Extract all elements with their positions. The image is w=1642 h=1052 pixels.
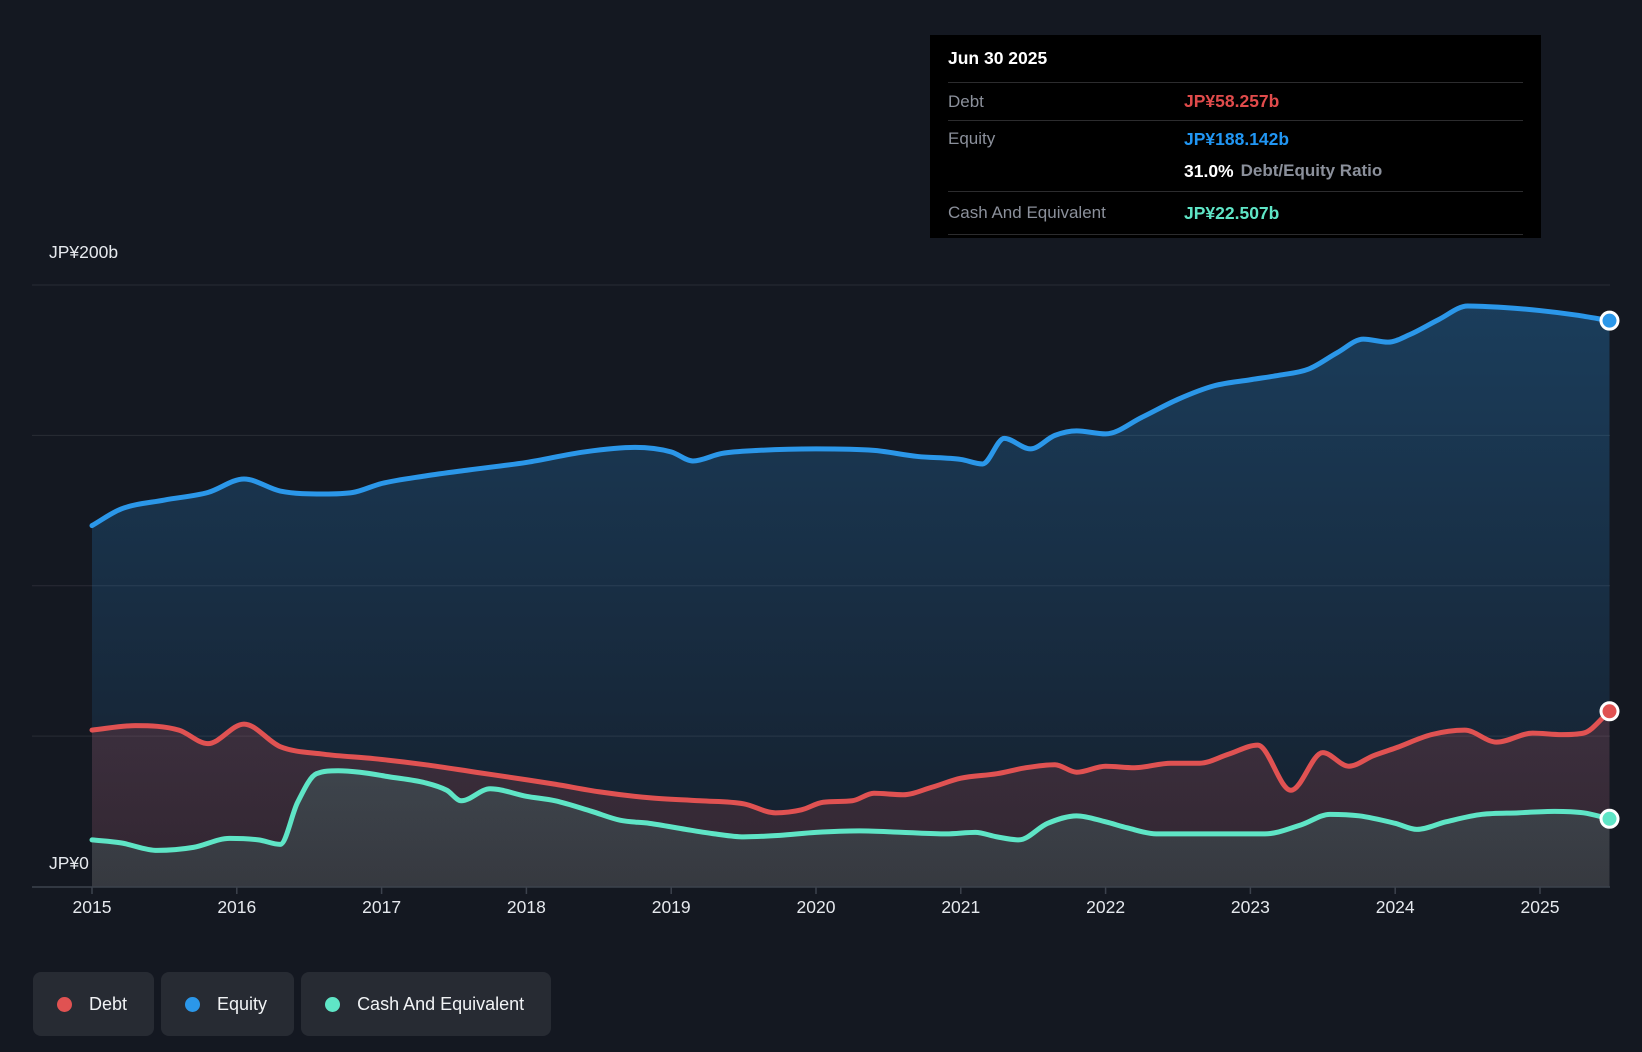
ratio-percent: 31.0% (1184, 160, 1234, 181)
equity-line (89, 303, 1612, 529)
y-axis-label-200b: JP¥200b (49, 242, 118, 262)
y-axis-label-0: JP¥0 (49, 853, 89, 873)
tooltip-date: Jun 30 2025 (948, 48, 1048, 68)
equity-area (92, 306, 1610, 887)
cash-legend-dot-icon (325, 996, 341, 1012)
x-axis-label-2025: 2025 (1521, 897, 1560, 917)
x-axis-label-2024: 2024 (1376, 897, 1415, 917)
debt-legend-dot-icon (57, 996, 72, 1012)
x-axis-label-2022: 2022 (1086, 897, 1125, 917)
tooltip-debt-row: Debt JP¥58.257b (948, 82, 1523, 120)
tooltip-debt-label: Debt (948, 91, 984, 111)
tooltip-debt-value: JP¥58.257b (1184, 91, 1280, 111)
legend-item-equity[interactable]: Equity (161, 972, 295, 1036)
tooltip-equity-row: Equity JP¥188.142b (948, 121, 1523, 157)
tooltip-debt-equity-ratio: 31.0% Debt/Equity Ratio (1184, 157, 1523, 185)
ratio-label: Debt/Equity Ratio (1240, 161, 1383, 180)
x-axis-label-2018: 2018 (507, 897, 546, 917)
x-axis-label-2015: 2015 (73, 897, 112, 917)
x-axis-label-2019: 2019 (652, 897, 691, 917)
legend-item-debt[interactable]: Debt (33, 972, 155, 1036)
tooltip-cash-label: Cash And Equivalent (948, 203, 1106, 222)
equity-legend-dot-icon (185, 996, 201, 1012)
x-axis-label-2023: 2023 (1231, 897, 1270, 917)
legend-item-cash[interactable]: Cash And Equivalent (301, 972, 552, 1036)
tooltip-equity-value: JP¥188.142b (1184, 128, 1290, 149)
tooltip-cash-value: JP¥22.507b (1184, 202, 1280, 223)
debt-line (89, 708, 1612, 816)
legend-cash-label: Cash And Equivalent (357, 993, 525, 1014)
debt-endpoint-marker (1599, 701, 1620, 722)
legend-debt-label: Debt (89, 993, 128, 1014)
x-axis-label-2017: 2017 (362, 897, 401, 917)
tooltip-cash-row: Cash And Equivalent JP¥22.507b (948, 191, 1523, 235)
equity-endpoint-marker (1599, 310, 1620, 331)
legend-equity-label: Equity (217, 993, 268, 1014)
cash-and-equivalent-line (89, 768, 1612, 853)
x-axis-label-2020: 2020 (797, 897, 836, 917)
chart-tooltip: Jun 30 2025 Debt JP¥58.257b Equity JP¥18… (930, 35, 1541, 238)
tooltip-equity-label: Equity (948, 129, 996, 148)
cash-and-equivalent-endpoint-marker (1599, 808, 1620, 829)
x-axis-label-2016: 2016 (217, 897, 256, 917)
chart-legend: Debt Equity Cash And Equivalent (33, 972, 552, 1036)
x-axis-label-2021: 2021 (941, 897, 980, 917)
tooltip-equity-block: Equity JP¥188.142b 31.0% Debt/Equity Rat… (948, 120, 1523, 191)
